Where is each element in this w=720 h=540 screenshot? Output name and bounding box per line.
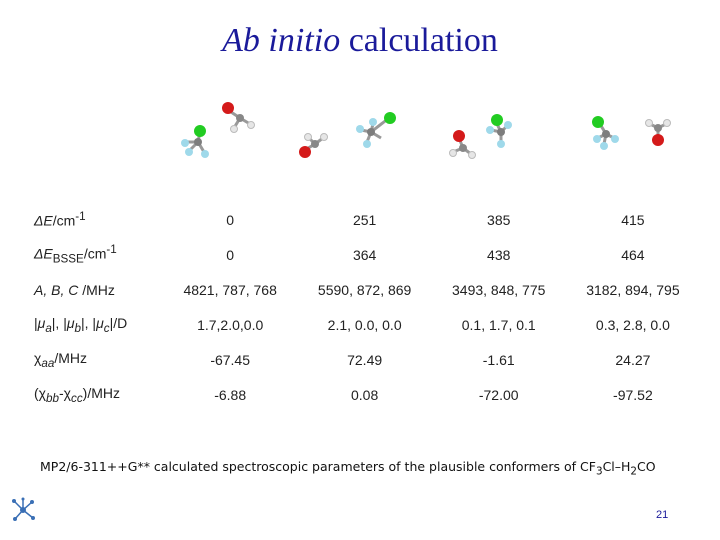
table-cell: -97.52 (613, 386, 653, 403)
row-label: A, B, C /MHz (34, 281, 115, 298)
table-cell: -6.88 (214, 386, 247, 403)
table-row: |μa|, |μb|, |μc|/D 1.7,2.0,0.0 2.1, 0.0,… (20, 307, 700, 342)
table-cell: 24.27 (615, 351, 651, 368)
title-italic: Ab initio (222, 22, 341, 59)
table-cell: 0.08 (351, 386, 379, 403)
row-label: |μa|, |μb|, |μc|/D (34, 314, 128, 335)
table-row: ΔEBSSE/cm-1 0 364 438 464 (20, 237, 700, 272)
page-number: 21 (656, 509, 669, 521)
table-cell: 3182, 894, 795 (586, 281, 680, 298)
table-row: ΔE/cm-1 0 251 385 415 (20, 202, 700, 237)
table-cell: 0.1, 1.7, 0.1 (461, 316, 536, 333)
table-cell: 364 (352, 246, 377, 263)
molecule-logo-icon (12, 497, 35, 521)
row-label: (χbb-χcc)/MHz (34, 384, 120, 405)
table-row: (χbb-χcc)/MHz -6.88 0.08 -72.00 -97.52 (20, 377, 700, 412)
table-cell: 3493, 848, 775 (452, 281, 546, 298)
conformer-3-image (449, 114, 512, 159)
row-label: χaa/MHz (34, 349, 87, 370)
table-cell: -1.61 (482, 351, 515, 368)
table-cell: 438 (487, 246, 511, 263)
table-cell: 251 (352, 211, 377, 228)
conformer-4-image (592, 116, 671, 150)
table-cell: 5590, 872, 869 (317, 281, 412, 298)
table-row: χaa/MHz -67.45 72.49 -1.61 24.27 (20, 342, 700, 377)
title-rest: calculation (340, 22, 498, 59)
table-cell: 415 (621, 211, 645, 228)
table-cell: 2.1, 0.0, 0.0 (327, 316, 402, 333)
table-cell: 464 (621, 246, 645, 263)
conformer-structures (150, 92, 710, 172)
table-cell: 4821, 787, 768 (183, 281, 277, 298)
table-cell: 385 (487, 211, 511, 228)
parameters-table: ΔE/cm-1 0 251 385 415 ΔEBSSE/cm-1 0 364 … (20, 202, 700, 412)
row-label: ΔE/cm-1 (34, 210, 86, 229)
conformer-1-image (181, 102, 255, 158)
row-label: ΔEBSSE/cm-1 (34, 243, 117, 266)
table-cell: 72.49 (347, 351, 383, 368)
slide-title: Ab initio calculation (0, 22, 720, 60)
table-caption: MP2/6-311++G** calculated spectroscopic … (40, 459, 656, 478)
conformer-2-image (299, 112, 396, 158)
table-cell: 0.3, 2.8, 0.0 (595, 316, 670, 333)
table-cell: -67.45 (210, 351, 251, 368)
table-cell: 0 (226, 246, 235, 263)
table-row: A, B, C /MHz 4821, 787, 768 5590, 872, 8… (20, 272, 700, 307)
table-cell: 1.7,2.0,0.0 (197, 316, 264, 333)
table-cell: 0 (226, 211, 235, 228)
table-cell: -72.00 (478, 386, 519, 403)
